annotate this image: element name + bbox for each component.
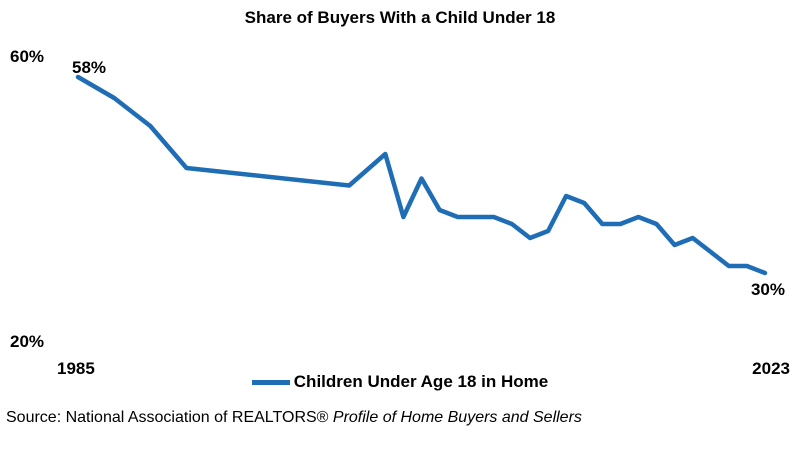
legend: Children Under Age 18 in Home — [0, 372, 800, 392]
x-tick-label: 1985 — [57, 359, 95, 378]
legend-label: Children Under Age 18 in Home — [293, 372, 549, 391]
source-note: Source: National Association of REALTORS… — [6, 409, 582, 427]
legend-swatch — [251, 379, 290, 385]
source-prefix: Source: National Association of REALTORS… — [6, 409, 333, 426]
x-tick-label: 2023 — [752, 359, 790, 378]
y-tick-label: 20% — [10, 332, 44, 351]
series-line — [75, 74, 768, 276]
chart-title: Share of Buyers With a Child Under 18 — [244, 8, 556, 27]
source-publication: Profile of Home Buyers and Sellers — [332, 409, 582, 426]
data-label: 30% — [751, 280, 785, 299]
data-label: 58% — [72, 58, 106, 77]
y-tick-label: 60% — [10, 47, 44, 66]
